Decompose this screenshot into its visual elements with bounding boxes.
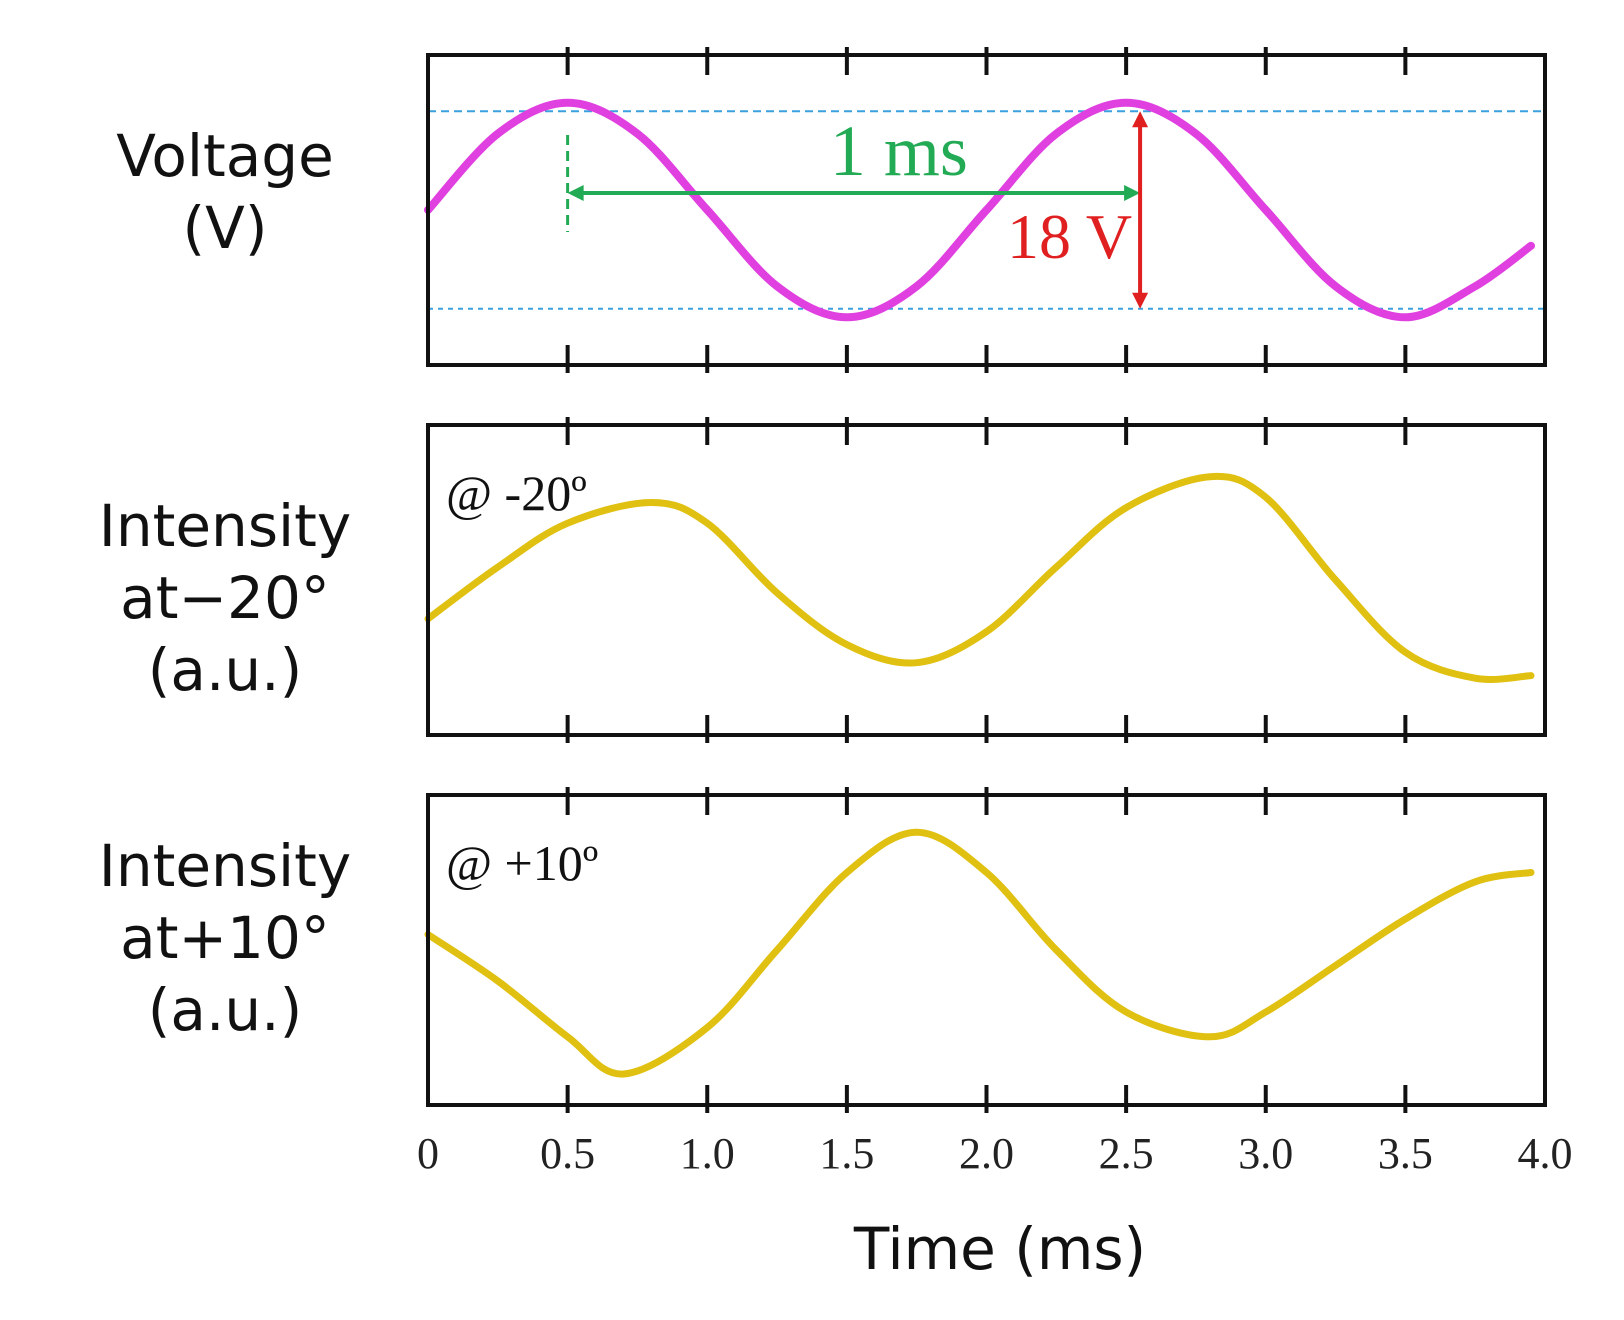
- voltage-y-label-line-2: (V): [182, 194, 268, 262]
- voltage-series-line-0: [424, 98, 1535, 322]
- intensity-minus20-series-line-0: [424, 472, 1535, 683]
- x-axis-label: Time (ms): [853, 1215, 1147, 1283]
- intensity-minus20-panel-frame: [426, 423, 1547, 737]
- intensity-minus20-y-label-line-3: (a.u.): [147, 636, 303, 704]
- period-label: 1 ms: [830, 111, 968, 191]
- amplitude-arrow-top-head: [1132, 111, 1149, 128]
- x-tick-label: 2.0: [959, 1129, 1014, 1178]
- x-tick-label: 4.0: [1518, 1129, 1573, 1178]
- intensity-plus10-series-line-0: [424, 828, 1535, 1078]
- x-tick-label: 0.5: [540, 1129, 595, 1178]
- intensity-minus20-y-label-line-1: Intensity: [98, 492, 352, 560]
- voltage-y-label-line-1: Voltage: [116, 122, 334, 190]
- intensity-minus20-y-label: Intensity at−20° (a.u.): [60, 490, 390, 706]
- x-tick-label: 2.5: [1099, 1129, 1154, 1178]
- intensity-plus10-y-label-line-1: Intensity: [98, 832, 352, 900]
- intensity-plus10-y-label: Intensity at+10° (a.u.): [60, 830, 390, 1046]
- intensity-minus20-angle-annotation: @ -20º: [446, 465, 587, 521]
- voltage-panel-frame: [426, 53, 1547, 367]
- intensity-plus10-panel-frame: [426, 793, 1547, 1107]
- intensity-minus20-y-label-line-2: at−20°: [120, 564, 330, 632]
- x-tick-label: 1.5: [819, 1129, 874, 1178]
- intensity-plus10-y-label-line-2: at+10°: [120, 904, 330, 972]
- x-tick-label: 0: [417, 1129, 439, 1178]
- x-tick-label: 1.0: [680, 1129, 735, 1178]
- x-tick-label: 3.5: [1378, 1129, 1433, 1178]
- amplitude-arrow-bottom-head: [1132, 292, 1149, 309]
- period-arrow-right-head: [1124, 185, 1141, 201]
- intensity-plus10-angle-annotation: @ +10º: [446, 835, 598, 891]
- x-tick-label: 3.0: [1238, 1129, 1293, 1178]
- voltage-y-label: Voltage (V): [60, 120, 390, 264]
- period-arrow-left-head: [567, 185, 584, 201]
- intensity-plus10-y-label-line-3: (a.u.): [147, 976, 303, 1044]
- amplitude-label: 18 V: [1007, 201, 1132, 272]
